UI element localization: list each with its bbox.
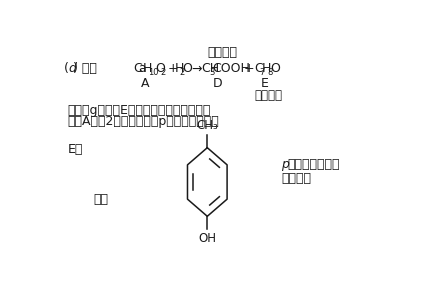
Text: 3: 3 (209, 68, 215, 78)
Text: 2: 2 (179, 68, 184, 78)
Text: Eは: Eは (68, 143, 83, 157)
Text: COOH: COOH (212, 62, 250, 75)
Text: H: H (174, 62, 184, 75)
Text: p: p (281, 158, 289, 171)
Text: －　クレゾール: － クレゾール (287, 158, 339, 171)
Text: また（g）からEはフェノール基を持つ。: また（g）からEはフェノール基を持つ。 (68, 104, 211, 117)
Text: ) より: ) より (73, 62, 97, 75)
Text: 10: 10 (148, 68, 158, 78)
Text: C: C (254, 62, 263, 75)
Text: OH: OH (198, 232, 216, 245)
Text: O: O (270, 62, 280, 75)
Text: またAは　2つの置換基がp位にあるから、: またAは 2つの置換基がp位にあるから、 (68, 115, 220, 128)
Text: +: + (167, 62, 178, 75)
Text: (: ( (64, 62, 69, 75)
Text: d: d (69, 62, 76, 75)
Text: +: + (243, 62, 254, 75)
Text: C: C (133, 62, 142, 75)
Text: H: H (262, 62, 272, 75)
Text: →: → (191, 62, 202, 75)
Text: a: a (138, 62, 146, 75)
Text: 2: 2 (160, 68, 165, 78)
Text: E: E (260, 77, 268, 90)
Text: 加水分解: 加水分解 (207, 46, 237, 59)
Text: CH₃: CH₃ (197, 119, 218, 132)
Text: （酸性）: （酸性） (255, 89, 283, 102)
Text: 7: 7 (259, 68, 264, 78)
Text: 答え: 答え (93, 193, 108, 206)
Text: D: D (213, 77, 223, 90)
Text: 8: 8 (267, 68, 273, 78)
Text: （パフ）: （パフ） (281, 172, 311, 185)
Text: H: H (143, 62, 152, 75)
Text: A: A (141, 77, 149, 90)
Text: CH: CH (201, 62, 220, 75)
Text: O: O (182, 62, 192, 75)
Text: O: O (155, 62, 165, 75)
